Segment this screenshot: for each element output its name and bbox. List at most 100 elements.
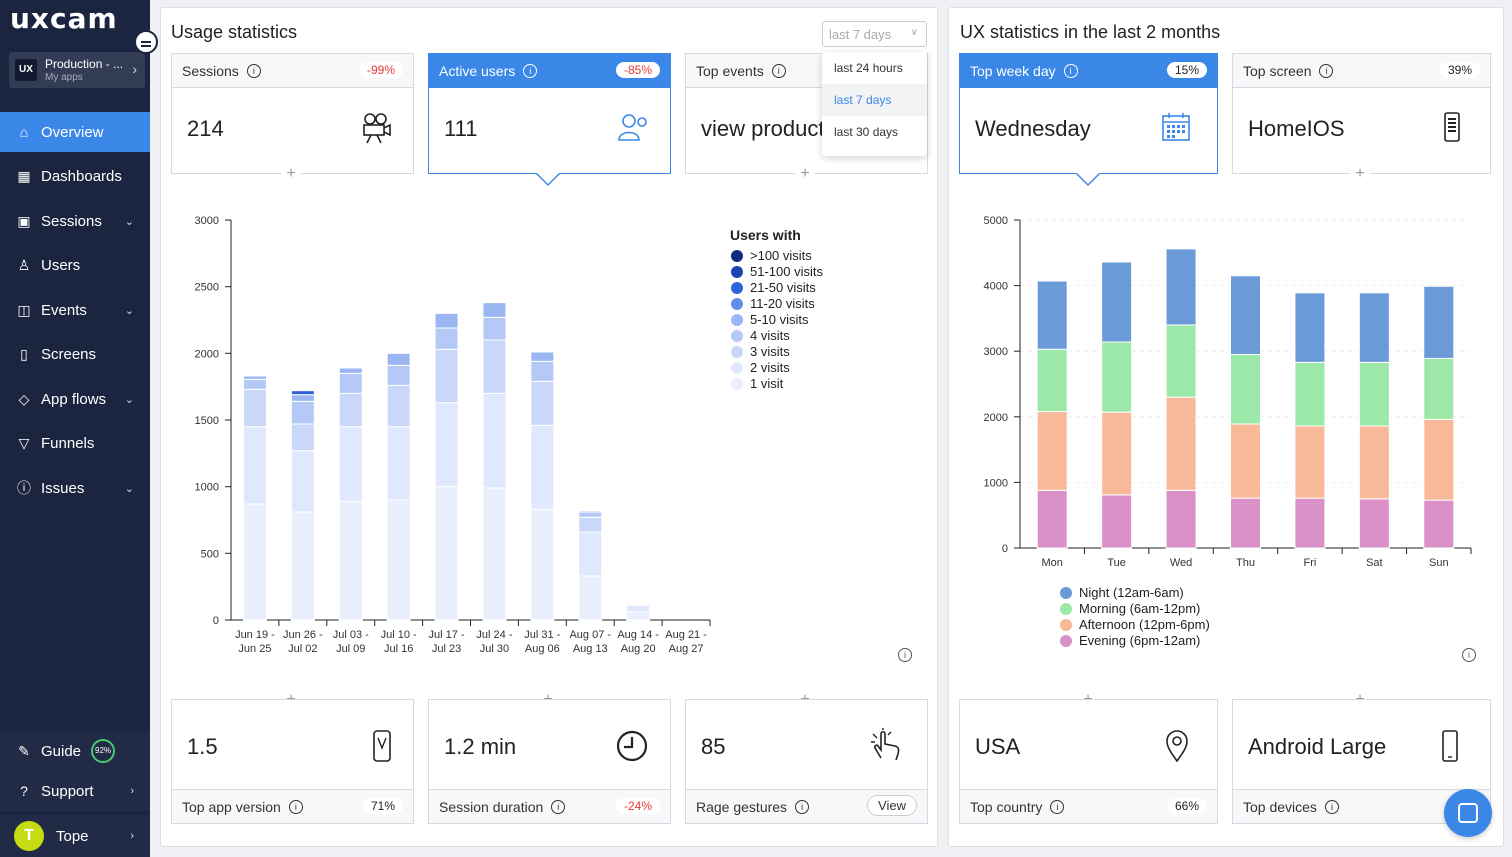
bar-segment[interactable] [1423,357,1455,420]
sidebar-item-sessions[interactable]: ▣ Sessions ⌄ [0,201,150,241]
legend-item[interactable]: 2 visits [731,360,790,375]
bar-segment[interactable] [1358,498,1390,549]
bar-segment[interactable] [578,516,603,533]
sidebar-item-events[interactable]: ◫ Events ⌄ [0,290,150,330]
bar-segment[interactable] [386,426,411,501]
bar-segment[interactable] [1165,489,1197,549]
bar-segment[interactable] [1230,275,1261,355]
bar-segment[interactable] [1230,497,1261,549]
sidebar-item-funnels[interactable]: ▽ Funnels [0,424,150,464]
bar-segment[interactable] [1423,285,1455,359]
bar-segment[interactable] [290,423,315,452]
app-selector[interactable]: UX Production - ... My apps › [9,52,145,88]
bar-segment[interactable] [386,499,411,621]
info-icon[interactable]: i [795,799,810,814]
legend-item[interactable]: 51-100 visits [731,264,823,279]
uxcam-logo[interactable]: uxcam [10,2,118,35]
info-icon[interactable]: i [246,63,261,78]
range-option[interactable]: last 7 days [822,84,927,116]
bar-segment[interactable] [1294,292,1326,363]
top-week-day-card[interactable]: Top week day i 15% Wednesday [959,53,1218,174]
bar-segment[interactable] [290,394,315,402]
bar-segment[interactable] [338,500,363,621]
info-icon[interactable]: i [1462,648,1476,662]
sidebar-item-users[interactable]: ♙ Users [0,246,150,286]
add-sessions-button[interactable]: + [281,164,301,184]
bar-segment[interactable] [1358,425,1390,500]
bar-segment[interactable] [482,302,507,318]
bar-segment[interactable] [578,511,603,518]
bar-segment[interactable] [434,486,459,621]
legend-item[interactable]: 4 visits [731,328,790,343]
bar-segment[interactable] [578,531,603,577]
bar-segment[interactable] [338,372,363,394]
bar-segment[interactable] [1101,261,1133,343]
bar-segment[interactable] [1036,348,1068,413]
bar-segment[interactable] [242,388,267,428]
active-users-card[interactable]: Active users i -85% 111 [428,53,671,174]
add-screen-button[interactable]: + [1350,164,1370,184]
bar-segment[interactable] [530,508,555,621]
session-duration-card[interactable]: 1.2 min Session duration i -24% [428,699,671,824]
bar-segment[interactable] [1165,324,1197,398]
bar-segment[interactable] [1358,361,1390,427]
legend-item[interactable]: Evening (6pm-12am) [1060,633,1200,648]
bar-segment[interactable] [578,575,603,621]
bar-segment[interactable] [242,503,267,621]
info-icon[interactable]: i [288,799,303,814]
bar-segment[interactable] [290,390,315,396]
bar-segment[interactable] [1294,361,1326,427]
legend-item[interactable]: 1 visit [731,376,783,391]
user-item[interactable]: T Tope › [0,815,150,857]
info-icon[interactable]: i [1319,63,1334,78]
bar-segment[interactable] [1165,396,1197,491]
sidebar-item-app-flows[interactable]: ◇ App flows ⌄ [0,379,150,419]
bar-segment[interactable] [242,378,267,390]
bar-segment[interactable] [626,611,651,621]
info-icon[interactable]: i [551,799,566,814]
bar-segment[interactable] [530,360,555,382]
support-item[interactable]: ? Support › [0,771,150,811]
bar-segment[interactable] [338,367,363,374]
bar-segment[interactable] [290,450,315,513]
add-events-button[interactable]: + [795,164,815,184]
sidebar-item-screens[interactable]: ▯ Screens [0,335,150,375]
bar-segment[interactable] [1423,499,1455,549]
bar-segment[interactable] [242,375,267,380]
bar-segment[interactable] [1101,494,1133,549]
guide-item[interactable]: ✎ Guide 92% [0,731,150,771]
bar-segment[interactable] [482,487,507,621]
rage-gestures-card[interactable]: 85 Rage gestures i View [685,699,928,824]
info-icon[interactable]: i [898,648,912,662]
bar-segment[interactable] [530,380,555,426]
bar-segment[interactable] [1101,411,1133,496]
bar-segment[interactable] [290,511,315,621]
legend-item[interactable]: 21-50 visits [731,280,816,295]
bar-segment[interactable] [1101,341,1133,413]
bar-segment[interactable] [242,426,267,505]
chat-button[interactable] [1444,789,1492,837]
range-option[interactable]: last 30 days [834,125,899,139]
legend-item[interactable]: 3 visits [731,344,790,359]
info-icon[interactable]: i [1324,799,1339,814]
bar-segment[interactable] [434,402,459,488]
bar-segment[interactable] [530,424,555,510]
top-country-card[interactable]: USA Top country i 66% [959,699,1218,824]
bar-segment[interactable] [482,316,507,341]
info-icon[interactable]: i [523,63,538,78]
bar-segment[interactable] [1294,497,1326,549]
info-icon[interactable]: i [771,63,786,78]
bar-segment[interactable] [338,426,363,502]
bar-segment[interactable] [386,364,411,386]
legend-item[interactable]: >100 visits [731,248,812,263]
info-icon[interactable]: i [1063,63,1078,78]
bar-segment[interactable] [434,327,459,350]
sidebar-item-overview[interactable]: ⌂ Overview [0,112,150,152]
bar-segment[interactable] [1230,353,1261,425]
bar-segment[interactable] [626,604,651,613]
range-option[interactable]: last 24 hours [834,61,903,75]
legend-item[interactable]: 5-10 visits [731,312,809,327]
bar-segment[interactable] [290,400,315,425]
bar-segment[interactable] [530,351,555,362]
bar-segment[interactable] [578,510,603,513]
